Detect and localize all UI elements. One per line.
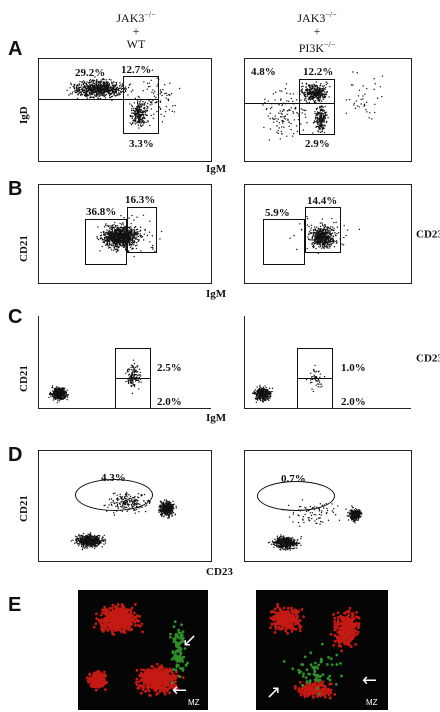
pct-a-left-3: 3.3% xyxy=(129,138,154,150)
header-left-sup1: −/− xyxy=(144,10,156,19)
panel-c-xlabel: IgM xyxy=(206,412,227,424)
mz-label-right: MZ xyxy=(366,698,378,707)
pct-a-right-1: 4.8% xyxy=(251,66,276,78)
gate-c-left-line xyxy=(115,378,151,379)
micrograph-left-dots xyxy=(85,603,189,697)
panel-c-letter: C xyxy=(8,306,23,328)
mz-label-left: MZ xyxy=(188,698,200,707)
plot-a-right-dots xyxy=(262,71,384,141)
arrow-left-1-icon: ↙ xyxy=(182,630,198,651)
panel-a-letter: A xyxy=(8,38,23,60)
arrow-right-2-icon: ← xyxy=(362,670,378,691)
panel-b-letter: B xyxy=(8,178,23,200)
gate-d-left-ellipse xyxy=(75,479,153,511)
header-right-plus: + xyxy=(313,24,321,38)
gate-d-right-ellipse xyxy=(257,481,335,511)
header-left-line1: JAK3 xyxy=(116,11,145,25)
panel-b-xlabel: IgM xyxy=(206,288,227,300)
pct-b-left-1: 36.8% xyxy=(86,206,117,218)
gate-b-right-box2 xyxy=(305,207,341,253)
gate-a-right-box xyxy=(299,79,335,135)
panel-c-side-label: CD23− xyxy=(416,350,440,365)
gate-c-right-line xyxy=(297,378,333,379)
pct-a-right-2: 12.2% xyxy=(303,66,334,78)
panel-b-ylabel: CD21 xyxy=(18,235,30,262)
header-right-line2: PI3K xyxy=(298,41,325,55)
panel-d-letter: D xyxy=(8,444,23,466)
plot-c-left: 2.5% 2.0% xyxy=(38,316,211,409)
gate-b-right-box1 xyxy=(263,219,305,265)
arrow-right-1-icon: ↗ xyxy=(266,682,282,703)
pct-c-right-1: 1.0% xyxy=(341,362,366,374)
plot-a-right: 4.8% 12.2% 2.9% xyxy=(244,58,412,162)
gate-a-left-line xyxy=(39,99,159,100)
pct-c-left-2: 2.0% xyxy=(157,396,182,408)
panel-b-side-label: CD23+ xyxy=(416,226,440,241)
plot-c-right: 1.0% 2.0% xyxy=(244,316,411,409)
pct-c-left-1: 2.5% xyxy=(157,362,182,374)
plot-c-left-dots xyxy=(48,359,142,404)
plot-d-right: 0.7% xyxy=(244,450,412,562)
pct-a-left-2: 12.7% xyxy=(121,64,152,76)
plot-c-right-dots xyxy=(251,364,326,403)
micrograph-left: ↙ ← MZ xyxy=(78,590,208,710)
panel-c-side-text: CD23 xyxy=(416,352,440,365)
pct-c-right-2: 2.0% xyxy=(341,396,366,408)
header-left-line2: WT xyxy=(126,37,146,51)
panel-d-ylabel: CD21 xyxy=(18,495,30,522)
plot-b-left-dots xyxy=(96,214,163,258)
plot-b-right: 5.9% 14.4% xyxy=(244,184,412,284)
gate-b-left-box2 xyxy=(127,207,157,253)
header-right-sup1: −/− xyxy=(325,10,337,19)
panel-a-xlabel: IgM xyxy=(206,163,227,175)
plot-b-left: 36.8% 16.3% xyxy=(38,184,212,284)
micrograph-right-dots xyxy=(269,602,361,700)
gate-a-left-box xyxy=(123,76,159,134)
panel-e-letter: E xyxy=(8,594,22,616)
pct-b-right-2: 14.4% xyxy=(307,195,338,207)
plot-b-right-dots xyxy=(289,215,361,255)
plot-a-left: 29.2% 12.7% 3.3% xyxy=(38,58,212,162)
micrograph-right: ↗ ← MZ xyxy=(256,590,388,710)
panel-b-side-text: CD23 xyxy=(416,228,440,241)
panel-c-ylabel: CD21 xyxy=(18,365,30,392)
arrow-left-2-icon: ← xyxy=(172,680,188,701)
header-left: JAK3−/− + WT xyxy=(106,8,166,51)
pct-d-right-1: 0.7% xyxy=(281,473,306,485)
header-right-sup2: −/− xyxy=(324,40,336,49)
header-right: JAK3−/− + PI3K−/− xyxy=(282,8,352,55)
gate-b-left-box1 xyxy=(85,219,127,265)
pct-b-left-2: 16.3% xyxy=(125,194,156,206)
plot-d-right-dots xyxy=(267,499,363,551)
panel-a-ylabel: IgD xyxy=(18,106,30,124)
panel-d-xlabel: CD23 xyxy=(206,566,233,578)
pct-a-right-3: 2.9% xyxy=(305,138,330,150)
gate-a-right-line xyxy=(245,103,335,104)
header-left-plus: + xyxy=(132,24,140,38)
header-right-line1: JAK3 xyxy=(297,11,326,25)
plot-a-left-dots xyxy=(66,69,181,129)
pct-a-left-1: 29.2% xyxy=(75,67,106,79)
pct-b-right-1: 5.9% xyxy=(265,207,290,219)
plot-d-left: 4.3% xyxy=(38,450,212,562)
pct-d-left-1: 4.3% xyxy=(101,472,126,484)
